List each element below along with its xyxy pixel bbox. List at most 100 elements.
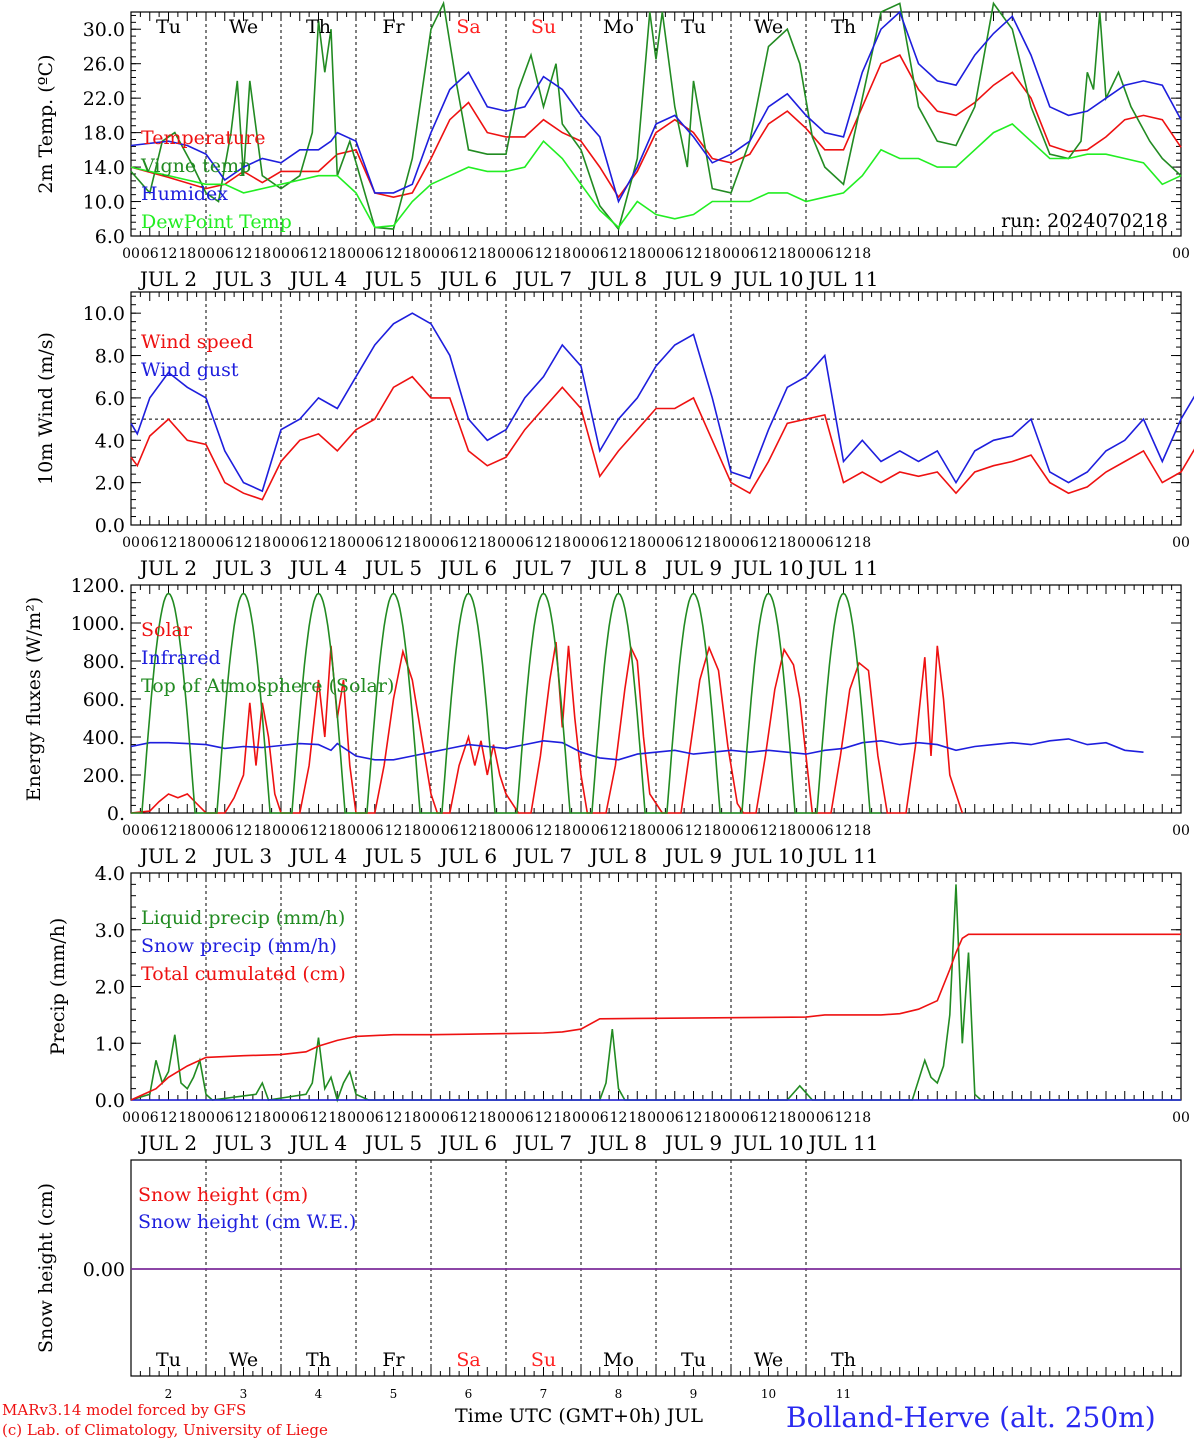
hour-tick-label: 00 bbox=[797, 535, 815, 551]
hour-tick-label: 12 bbox=[160, 246, 178, 262]
hour-tick-label: 18 bbox=[478, 246, 496, 262]
date-label: JUL 9 bbox=[663, 556, 722, 580]
hour-tick-label: 18 bbox=[778, 246, 796, 262]
hour-tick-label: 06 bbox=[816, 1110, 834, 1126]
weekday-label: Fr bbox=[382, 1349, 405, 1371]
date-label: JUL 3 bbox=[213, 1131, 272, 1155]
hour-tick-label: 00 bbox=[1172, 535, 1190, 551]
hour-tick-label: 18 bbox=[553, 823, 571, 839]
hour-tick-label: 12 bbox=[460, 535, 478, 551]
weekday-label: We bbox=[754, 1349, 783, 1371]
hour-tick-label: 18 bbox=[478, 823, 496, 839]
y-tick-label: 4.0 bbox=[95, 863, 125, 885]
hour-tick-label: 18 bbox=[853, 246, 871, 262]
weekday-label: We bbox=[229, 1349, 258, 1371]
hour-tick-label: 00 bbox=[572, 535, 590, 551]
date-label: JUL 2 bbox=[138, 1131, 197, 1155]
hour-tick-label: 00 bbox=[572, 823, 590, 839]
series-line bbox=[130, 933, 1181, 1101]
day-number-label: 2 bbox=[165, 1387, 173, 1401]
hour-tick-label: 12 bbox=[310, 535, 328, 551]
date-label: JUL 5 bbox=[363, 1131, 422, 1155]
hour-tick-label: 18 bbox=[403, 1110, 421, 1126]
date-label: JUL 2 bbox=[138, 844, 197, 868]
hour-tick-label: 06 bbox=[141, 246, 159, 262]
hour-tick-label: 06 bbox=[741, 823, 759, 839]
hour-tick-label: 12 bbox=[835, 823, 853, 839]
y-tick-label: 10.0 bbox=[83, 303, 125, 325]
hour-tick-label: 00 bbox=[1172, 823, 1190, 839]
hour-tick-label: 06 bbox=[216, 246, 234, 262]
hour-tick-label: 00 bbox=[272, 1110, 290, 1126]
hour-tick-label: 00 bbox=[647, 823, 665, 839]
y-tick-label: 0.0 bbox=[95, 515, 125, 537]
run-label: run: 2024070218 bbox=[1001, 210, 1168, 232]
hour-tick-label: 06 bbox=[366, 823, 384, 839]
date-label: JUL 4 bbox=[288, 844, 347, 868]
day-number-label: 3 bbox=[240, 1387, 248, 1401]
hour-tick-label: 12 bbox=[760, 1110, 778, 1126]
legend-entry: Temperature bbox=[141, 127, 265, 149]
hour-tick-label: 18 bbox=[853, 535, 871, 551]
model-credit: MARv3.14 model forced by GFS bbox=[2, 1401, 247, 1419]
date-label: JUL 11 bbox=[807, 1131, 879, 1155]
date-label: JUL 10 bbox=[732, 267, 804, 291]
series-line bbox=[130, 738, 1144, 761]
panel-precip: 0.0 1.0 2.0 3.0 4.0 Precip (mm/h) Liquid preci… bbox=[47, 863, 1190, 1155]
y-tick-label: 10.0 bbox=[83, 192, 125, 214]
hour-tick-label: 12 bbox=[685, 1110, 703, 1126]
hour-tick-label: 06 bbox=[666, 246, 684, 262]
hour-tick-label: 06 bbox=[366, 246, 384, 262]
hour-tick-label: 06 bbox=[816, 823, 834, 839]
hour-tick-label: 18 bbox=[178, 535, 196, 551]
date-label: JUL 8 bbox=[588, 844, 647, 868]
lab-credit: (c) Lab. of Climatology, University of L… bbox=[2, 1421, 328, 1439]
hour-tick-label: 06 bbox=[441, 535, 459, 551]
hour-tick-label: 12 bbox=[310, 823, 328, 839]
date-label: JUL 8 bbox=[588, 267, 647, 291]
hour-tick-label: 12 bbox=[235, 535, 253, 551]
day-number-label: 6 bbox=[465, 1387, 473, 1401]
date-label: JUL 10 bbox=[732, 556, 804, 580]
hour-tick-label: 12 bbox=[385, 246, 403, 262]
hour-tick-label: 12 bbox=[460, 1110, 478, 1126]
hour-tick-label: 00 bbox=[347, 246, 365, 262]
hour-tick-label: 06 bbox=[291, 1110, 309, 1126]
hour-tick-label: 00 bbox=[122, 823, 140, 839]
date-label: JUL 10 bbox=[732, 1131, 804, 1155]
y-tick-label: 3.0 bbox=[95, 920, 125, 942]
hour-tick-label: 12 bbox=[460, 823, 478, 839]
y-tick-label: 0. bbox=[107, 803, 125, 825]
y-tick-label: 600. bbox=[83, 689, 125, 711]
weekday-label: Tu bbox=[681, 1349, 706, 1371]
x-axis-title: Time UTC (GMT+0h) JUL bbox=[455, 1405, 703, 1427]
hour-tick-label: 12 bbox=[685, 246, 703, 262]
hour-tick-label: 00 bbox=[197, 535, 215, 551]
y-tick-label: 1200. bbox=[71, 575, 125, 597]
hour-tick-label: 06 bbox=[516, 246, 534, 262]
hour-tick-label: 00 bbox=[272, 535, 290, 551]
date-label: JUL 2 bbox=[138, 556, 197, 580]
hour-tick-label: 06 bbox=[591, 823, 609, 839]
hour-tick-label: 18 bbox=[703, 823, 721, 839]
hour-tick-label: 00 bbox=[722, 535, 740, 551]
date-label: JUL 4 bbox=[288, 556, 347, 580]
hour-tick-label: 06 bbox=[441, 246, 459, 262]
hour-tick-label: 00 bbox=[122, 246, 140, 262]
hour-tick-label: 12 bbox=[160, 823, 178, 839]
series-line bbox=[130, 375, 1194, 501]
legend-entry: DewPoint Temp bbox=[141, 211, 292, 233]
legend-entry: Humidex bbox=[141, 183, 228, 205]
weekday-label: Mo bbox=[603, 1349, 634, 1371]
panel-temperature: 6.0 10.0 14.0 18.0 22.0 26.0 30.0 2m Temp. (ºC)… bbox=[35, 0, 1190, 291]
date-label: JUL 10 bbox=[732, 844, 804, 868]
date-label: JUL 7 bbox=[513, 556, 572, 580]
date-label: JUL 6 bbox=[438, 267, 497, 291]
hour-tick-label: 00 bbox=[722, 246, 740, 262]
y-tick-label: 4.0 bbox=[95, 430, 125, 452]
hour-tick-label: 00 bbox=[497, 246, 515, 262]
hour-tick-label: 12 bbox=[835, 246, 853, 262]
y-tick-label: 6.0 bbox=[95, 226, 125, 248]
hour-tick-label: 00 bbox=[647, 535, 665, 551]
